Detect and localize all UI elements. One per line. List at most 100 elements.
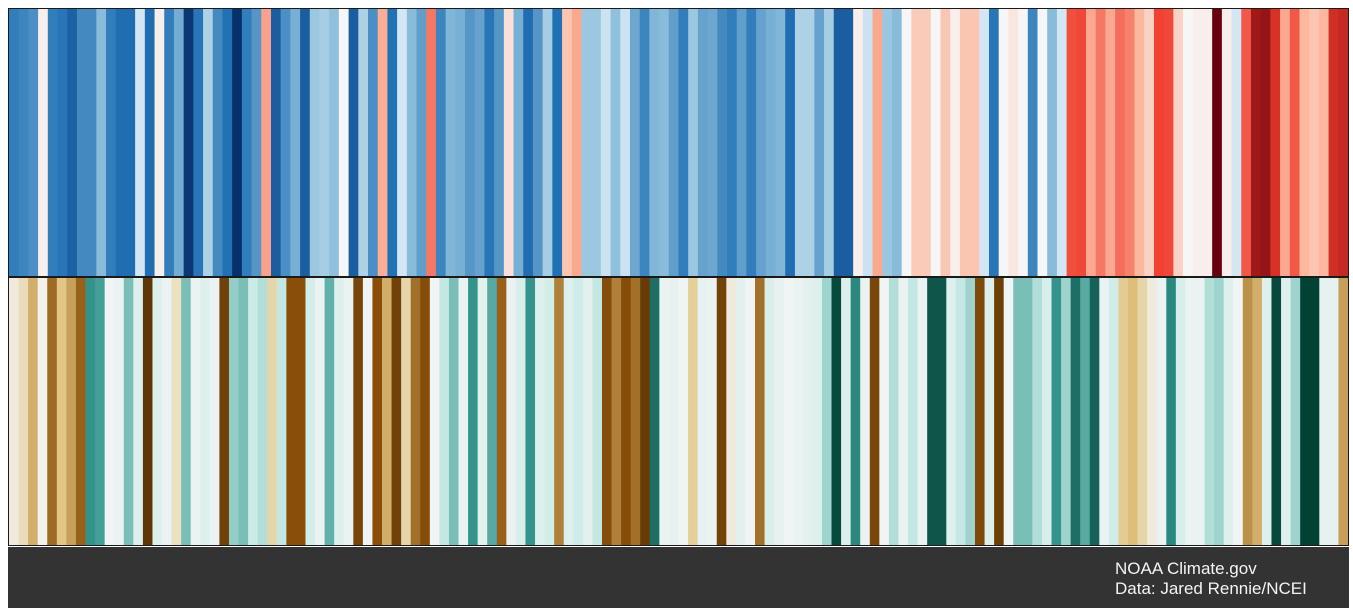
temperature-stripe-85 <box>824 9 835 277</box>
precipitation-stripe-59 <box>563 277 574 545</box>
temperature-stripe-30 <box>290 9 301 277</box>
temperature-stripe-42 <box>406 9 418 277</box>
precipitation-stripe-27 <box>257 277 268 545</box>
precipitation-stripe-30 <box>286 277 297 545</box>
temperature-stripe-69 <box>668 9 680 277</box>
temperature-stripe-83 <box>804 9 815 277</box>
temperature-stripe-82 <box>794 9 806 277</box>
temperature-stripe-9 <box>86 9 97 277</box>
precipitation-stripe-117 <box>1118 277 1129 545</box>
temperature-stripe-65 <box>629 9 641 277</box>
temperature-stripe-31 <box>300 9 311 277</box>
temperature-stripe-124 <box>1202 9 1213 277</box>
temperature-stripe-13 <box>125 9 136 277</box>
stripes-canvas <box>9 9 1348 545</box>
precipitation-stripe-7 <box>66 277 77 545</box>
precipitation-stripe-103 <box>984 277 995 545</box>
temperature-stripe-32 <box>309 9 321 277</box>
temperature-stripe-128 <box>1241 9 1252 277</box>
temperature-stripe-41 <box>397 9 408 277</box>
precipitation-stripe-9 <box>85 277 96 545</box>
temperature-stripe-107 <box>1037 9 1048 277</box>
temperature-stripe-18 <box>173 9 185 277</box>
temperature-stripe-102 <box>988 9 1000 277</box>
temperature-stripe-51 <box>494 9 505 277</box>
precipitation-stripe-92 <box>879 277 890 545</box>
precipitation-stripe-82 <box>783 277 794 545</box>
temperature-stripe-60 <box>581 9 592 277</box>
precipitation-stripe-66 <box>630 277 641 545</box>
precipitation-stripe-86 <box>821 277 833 545</box>
precipitation-stripe-102 <box>974 277 986 545</box>
precipitation-stripe-90 <box>860 277 871 545</box>
precipitation-stripe-78 <box>745 277 756 545</box>
temperature-stripe-113 <box>1095 9 1107 277</box>
data-credit: Data: Jared Rennie/NCEI <box>1115 579 1307 598</box>
temperature-stripe-80 <box>775 9 786 277</box>
precipitation-stripe-111 <box>1061 277 1072 545</box>
precipitation-stripe-68 <box>649 277 660 545</box>
temperature-stripe-122 <box>1183 9 1194 277</box>
precipitation-stripe-132 <box>1261 277 1273 545</box>
temperature-stripe-137 <box>1328 9 1339 277</box>
precipitation-stripe-53 <box>506 277 517 545</box>
temperature-stripe-26 <box>251 9 262 277</box>
precipitation-stripe-99 <box>946 277 957 545</box>
temperature-stripe-136 <box>1318 9 1330 277</box>
precipitation-stripe-61 <box>582 277 594 545</box>
precipitation-stripe-36 <box>343 277 354 545</box>
temperature-stripe-119 <box>1153 9 1165 277</box>
precipitation-stripe-129 <box>1233 277 1244 545</box>
temperature-stripe-61 <box>591 9 602 277</box>
temperature-stripe-99 <box>959 9 971 277</box>
precipitation-stripe-43 <box>410 277 421 545</box>
temperature-stripe-58 <box>562 9 573 277</box>
precipitation-stripe-69 <box>659 277 670 545</box>
precipitation-stripe-16 <box>152 277 163 545</box>
temperature-stripe-35 <box>338 9 350 277</box>
precipitation-stripe-75 <box>716 277 727 545</box>
precipitation-stripe-131 <box>1252 277 1263 545</box>
precipitation-stripe-60 <box>573 277 584 545</box>
temperature-stripe-17 <box>164 9 175 277</box>
precipitation-stripe-1 <box>9 277 20 545</box>
temperature-stripe-138 <box>1338 9 1348 277</box>
precipitation-stripe-83 <box>793 277 804 545</box>
temperature-stripe-77 <box>746 9 757 277</box>
temperature-stripe-109 <box>1056 9 1068 277</box>
temperature-stripes-row <box>9 9 1348 277</box>
precipitation-stripe-5 <box>47 277 58 545</box>
temperature-stripe-8 <box>76 9 88 277</box>
precipitation-stripe-100 <box>955 277 967 545</box>
precipitation-stripe-101 <box>965 277 976 545</box>
temperature-stripe-53 <box>513 9 524 277</box>
temperature-stripe-59 <box>571 9 583 277</box>
temperature-stripe-44 <box>426 9 437 277</box>
precipitation-stripe-52 <box>496 277 507 545</box>
temperature-stripe-66 <box>639 9 650 277</box>
precipitation-stripe-88 <box>841 277 852 545</box>
temperature-stripe-103 <box>998 9 1009 277</box>
footer-bar: NOAA Climate.gov Data: Jared Rennie/NCEI <box>8 547 1349 608</box>
precipitation-stripe-122 <box>1166 277 1177 545</box>
temperature-stripe-4 <box>38 9 49 277</box>
precipitation-stripe-137 <box>1309 277 1320 545</box>
temperature-stripe-12 <box>115 9 127 277</box>
temperature-stripe-64 <box>620 9 631 277</box>
temperature-stripe-104 <box>1008 9 1019 277</box>
temperature-stripe-50 <box>484 9 495 277</box>
precipitation-stripe-96 <box>917 277 928 545</box>
temperature-stripe-126 <box>1221 9 1233 277</box>
precipitation-stripe-126 <box>1204 277 1215 545</box>
precipitation-stripe-26 <box>248 277 259 545</box>
temperature-stripe-120 <box>1163 9 1174 277</box>
source-credit: NOAA Climate.gov <box>1115 559 1257 578</box>
precipitation-stripe-55 <box>525 277 536 545</box>
temperature-stripe-74 <box>717 9 728 277</box>
precipitation-stripe-49 <box>468 277 479 545</box>
temperature-stripe-19 <box>183 9 194 277</box>
precipitation-stripe-76 <box>726 277 737 545</box>
temperature-stripe-101 <box>979 9 990 277</box>
temperature-stripe-81 <box>785 9 796 277</box>
precipitation-stripe-24 <box>228 277 240 545</box>
